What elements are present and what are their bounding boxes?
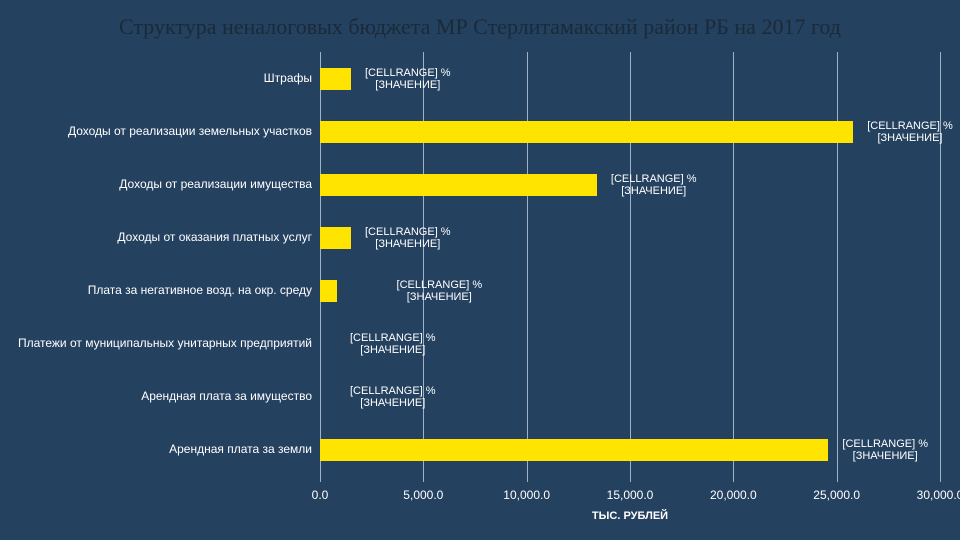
bar	[320, 174, 597, 196]
plot-area: Штрафы[CELLRANGE] %[ЗНАЧЕНИЕ]Доходы от р…	[320, 52, 940, 482]
data-label: [CELLRANGE] %[ЗНАЧЕНИЕ]	[350, 384, 436, 408]
bar-row: Доходы от оказания платных услуг[CELLRAN…	[320, 211, 940, 264]
bar	[320, 68, 351, 90]
bar-row: Плата за негативное возд. на окр. среду[…	[320, 264, 940, 317]
data-label-line2: [ЗНАЧЕНИЕ]	[350, 344, 436, 356]
data-label: [CELLRANGE] %[ЗНАЧЕНИЕ]	[365, 225, 451, 249]
x-tick-label: 30,000.0	[917, 482, 960, 502]
bar	[320, 121, 853, 143]
category-label: Платежи от муниципальных унитарных предп…	[10, 337, 320, 351]
category-label: Доходы от оказания платных услуг	[10, 231, 320, 245]
bar-row: Доходы от реализации имущества[CELLRANGE…	[320, 158, 940, 211]
data-label: [CELLRANGE] %[ЗНАЧЕНИЕ]	[867, 119, 953, 143]
data-label: [CELLRANGE] %[ЗНАЧЕНИЕ]	[611, 172, 697, 196]
bar	[320, 227, 351, 249]
gridline	[940, 52, 941, 482]
data-label: [CELLRANGE] %[ЗНАЧЕНИЕ]	[842, 437, 928, 461]
data-label: [CELLRANGE] %[ЗНАЧЕНИЕ]	[350, 331, 436, 355]
bar-row: Арендная плата за имущество[CELLRANGE] %…	[320, 370, 940, 423]
x-tick-label: 25,000.0	[813, 482, 860, 502]
category-label: Арендная плата за имущество	[10, 390, 320, 404]
category-label: Доходы от реализации имущества	[10, 178, 320, 192]
data-label-line1: [CELLRANGE] %	[350, 384, 436, 396]
data-label-line2: [ЗНАЧЕНИЕ]	[365, 238, 451, 250]
data-label-line2: [ЗНАЧЕНИЕ]	[397, 291, 483, 303]
category-label: Арендная плата за земли	[10, 443, 320, 457]
data-label-line1: [CELLRANGE] %	[867, 119, 953, 131]
data-label-line2: [ЗНАЧЕНИЕ]	[842, 450, 928, 462]
data-label-line1: [CELLRANGE] %	[350, 331, 436, 343]
data-label-line2: [ЗНАЧЕНИЕ]	[611, 185, 697, 197]
chart-title: Структура неналоговых бюджета МР Стерлит…	[0, 14, 960, 40]
data-label: [CELLRANGE] %[ЗНАЧЕНИЕ]	[397, 278, 483, 302]
x-tick-label: 20,000.0	[710, 482, 757, 502]
bar-row: Штрафы[CELLRANGE] %[ЗНАЧЕНИЕ]	[320, 52, 940, 105]
data-label-line2: [ЗНАЧЕНИЕ]	[350, 397, 436, 409]
bar-row: Арендная плата за земли[CELLRANGE] %[ЗНА…	[320, 423, 940, 476]
bar	[320, 439, 828, 461]
category-label: Плата за негативное возд. на окр. среду	[10, 284, 320, 298]
data-label-line1: [CELLRANGE] %	[842, 437, 928, 449]
bar-row: Доходы от реализации земельных участков[…	[320, 105, 940, 158]
data-label-line2: [ЗНАЧЕНИЕ]	[867, 132, 953, 144]
category-label: Доходы от реализации земельных участков	[10, 125, 320, 139]
bar	[320, 280, 337, 302]
slide: Структура неналоговых бюджета МР Стерлит…	[0, 0, 960, 540]
x-axis-label: ТЫС. РУБЛЕЙ	[592, 510, 668, 522]
x-tick-label: 0.0	[312, 482, 329, 502]
x-tick-label: 15,000.0	[607, 482, 654, 502]
data-label-line2: [ЗНАЧЕНИЕ]	[365, 79, 451, 91]
data-label-line1: [CELLRANGE] %	[611, 172, 697, 184]
data-label-line1: [CELLRANGE] %	[365, 225, 451, 237]
x-tick-label: 10,000.0	[503, 482, 550, 502]
bar-row: Платежи от муниципальных унитарных предп…	[320, 317, 940, 370]
x-tick-label: 5,000.0	[403, 482, 443, 502]
data-label: [CELLRANGE] %[ЗНАЧЕНИЕ]	[365, 66, 451, 90]
data-label-line1: [CELLRANGE] %	[397, 278, 483, 290]
category-label: Штрафы	[10, 72, 320, 86]
data-label-line1: [CELLRANGE] %	[365, 66, 451, 78]
